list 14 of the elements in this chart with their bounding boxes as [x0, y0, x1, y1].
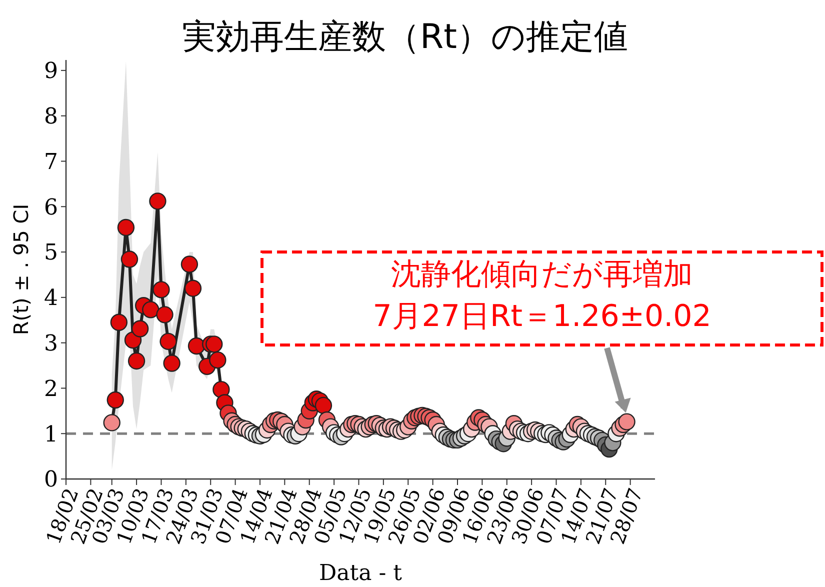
y-tick-label: 4 [44, 286, 58, 312]
chart-title: 実効再生産数（Rt）の推定値 [182, 17, 628, 57]
y-axis-title: R(t) ± . 95 CI [9, 204, 33, 336]
x-axis-title: Data - t [319, 561, 402, 586]
y-tick-label: 5 [44, 240, 58, 266]
y-tick-label: 6 [44, 195, 58, 220]
y-tick-label: 3 [44, 332, 58, 357]
y-tick-label: 7 [44, 150, 58, 175]
y-tick-label: 9 [44, 59, 58, 84]
y-tick-label: 2 [44, 376, 58, 402]
annotation: 沈静化傾向だが再増加 7月27日Rt＝1.26±0.02 [372, 257, 712, 334]
y-tick-label: 8 [44, 104, 58, 130]
y-tick-label: 1 [44, 422, 58, 448]
y-tick-label: 0 [44, 468, 58, 493]
